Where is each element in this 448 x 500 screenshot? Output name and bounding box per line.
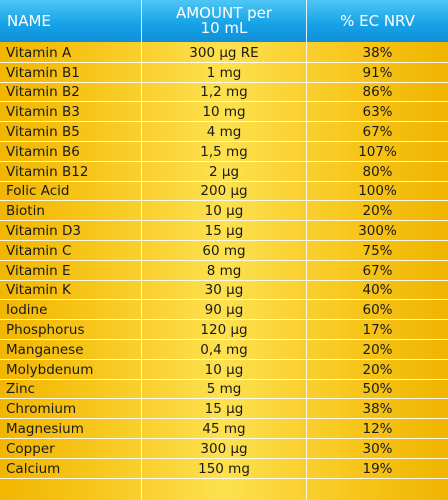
nutrient-amount: 10 µg — [204, 361, 244, 378]
nutrient-amount: 300 µg RE — [189, 44, 259, 61]
table-row: Vitamin B5 4 mg 67% — [0, 122, 448, 142]
nutrient-amount: 45 mg — [202, 421, 246, 438]
nutrient-amount: 10 mg — [202, 104, 246, 121]
nutrient-name: Calcium — [6, 460, 61, 477]
table-row: Calcium 150 mg 19% — [0, 459, 448, 479]
nutrient-amount: 60 mg — [202, 242, 246, 259]
table-row: Vitamin E 8 mg 67% — [0, 261, 448, 281]
table-row: Vitamin C 60 mg 75% — [0, 241, 448, 261]
nutrient-nrv: 38% — [362, 44, 393, 61]
nutrient-name: Vitamin B3 — [6, 104, 80, 121]
nutrient-amount: 5 mg — [206, 381, 242, 398]
header-name: NAME — [7, 11, 51, 30]
table-row: Iodine 90 µg 60% — [0, 300, 448, 321]
nutrient-amount: 1 mg — [206, 64, 242, 81]
nutrient-nrv: 20% — [362, 341, 393, 358]
table-row: Folic Acid 200 µg 100% — [0, 182, 448, 202]
nutrient-amount: 1,5 mg — [200, 143, 248, 160]
table-row: Manganese 0,4 mg 20% — [0, 340, 448, 360]
nutrient-name: Vitamin B12 — [6, 163, 89, 180]
nutrient-nrv: 12% — [362, 421, 393, 438]
nutrient-nrv: 38% — [362, 401, 393, 418]
nutrient-amount: 0,4 mg — [200, 341, 248, 358]
nutrient-nrv: 67% — [362, 262, 393, 279]
table-row: Magnesium 45 mg 12% — [0, 419, 448, 439]
nutrient-name: Vitamin E — [6, 262, 71, 279]
nutrient-nrv: 17% — [362, 322, 393, 339]
table-row: Chromium 15 µg 38% — [0, 399, 448, 420]
table-row: Vitamin B1 1 mg 91% — [0, 63, 448, 83]
nutrient-name: Vitamin A — [6, 44, 72, 61]
table-row: Vitamin B3 10 mg 63% — [0, 102, 448, 123]
nutrient-nrv: 50% — [362, 381, 393, 398]
column-divider — [141, 0, 142, 500]
nutrient-nrv: 80% — [362, 163, 393, 180]
nutrient-nrv: 67% — [362, 124, 393, 141]
nutrient-name: Vitamin B2 — [6, 84, 80, 101]
table-row: Zinc 5 mg 50% — [0, 380, 448, 400]
nutrient-amount: 120 µg — [200, 322, 248, 339]
nutrient-nrv: 100% — [358, 183, 397, 200]
nutrient-nrv: 75% — [362, 242, 393, 259]
nutrient-amount: 300 µg — [200, 440, 248, 457]
nutrient-name: Vitamin B1 — [6, 64, 80, 81]
nutrient-nrv: 20% — [362, 203, 393, 220]
nutrient-amount: 15 µg — [204, 223, 244, 240]
nutrient-nrv: 86% — [362, 84, 393, 101]
table-row: Copper 300 µg 30% — [0, 439, 448, 459]
nutrient-nrv: 63% — [362, 104, 393, 121]
nutrient-name: Biotin — [6, 203, 45, 220]
nutrient-amount: 2 µg — [208, 163, 240, 180]
header-nrv: % EC NRV — [340, 11, 415, 30]
nutrient-name: Vitamin B6 — [6, 143, 80, 160]
nutrient-name: Magnesium — [6, 421, 84, 438]
nutrient-amount: 200 µg — [200, 183, 248, 200]
nutrient-name: Chromium — [6, 401, 77, 418]
nutrient-name: Vitamin D3 — [6, 223, 81, 240]
nutrient-name: Vitamin B5 — [6, 124, 80, 141]
nutrient-amount: 30 µg — [204, 282, 244, 299]
table-body: Vitamin A 300 µg RE 38% Vitamin B1 1 mg 91% Vi… — [0, 43, 448, 479]
header-amount: AMOUNT per 10 mL — [175, 4, 273, 37]
table-row: Vitamin B2 1,2 mg 86% — [0, 83, 448, 103]
table-row: Vitamin K 30 µg 40% — [0, 281, 448, 301]
nutrient-amount: 90 µg — [204, 302, 244, 319]
table-row: Biotin 10 µg 20% — [0, 201, 448, 222]
table-row: Vitamin B6 1,5 mg 107% — [0, 142, 448, 162]
table-header: NAME AMOUNT per 10 mL % EC NRV — [0, 0, 448, 42]
nutrient-amount: 1,2 mg — [200, 84, 248, 101]
nutrient-nrv: 91% — [362, 64, 393, 81]
nutrient-nrv: 300% — [358, 223, 397, 240]
nutrient-nrv: 107% — [358, 143, 397, 160]
nutrient-nrv: 19% — [362, 460, 393, 477]
nutrient-name: Molybdenum — [6, 361, 94, 378]
nutrient-name: Vitamin C — [6, 242, 72, 259]
table-row: Vitamin D3 15 µg 300% — [0, 221, 448, 241]
nutrient-nrv: 60% — [362, 302, 393, 319]
nutrient-name: Manganese — [6, 341, 84, 358]
column-divider — [306, 0, 307, 500]
nutrient-name: Phosphorus — [6, 322, 85, 339]
nutrient-name: Iodine — [6, 302, 48, 319]
nutrient-amount: 15 µg — [204, 401, 244, 418]
nutrient-name: Zinc — [6, 381, 35, 398]
table-row: Molybdenum 10 µg 20% — [0, 360, 448, 380]
nutrient-amount: 8 mg — [206, 262, 242, 279]
nutrient-nrv: 40% — [362, 282, 393, 299]
nutrient-name: Vitamin K — [6, 282, 71, 299]
table-row: Phosphorus 120 µg 17% — [0, 320, 448, 340]
nutrient-amount: 150 mg — [198, 460, 250, 477]
table-row: Vitamin A 300 µg RE 38% — [0, 43, 448, 63]
nutrient-name: Copper — [6, 440, 55, 457]
nutrient-amount: 10 µg — [204, 203, 244, 220]
nutrient-name: Folic Acid — [6, 183, 70, 200]
table-row: Vitamin B12 2 µg 80% — [0, 162, 448, 182]
nutrient-amount: 4 mg — [206, 124, 242, 141]
nutrient-nrv: 30% — [362, 440, 393, 457]
nutrient-nrv: 20% — [362, 361, 393, 378]
